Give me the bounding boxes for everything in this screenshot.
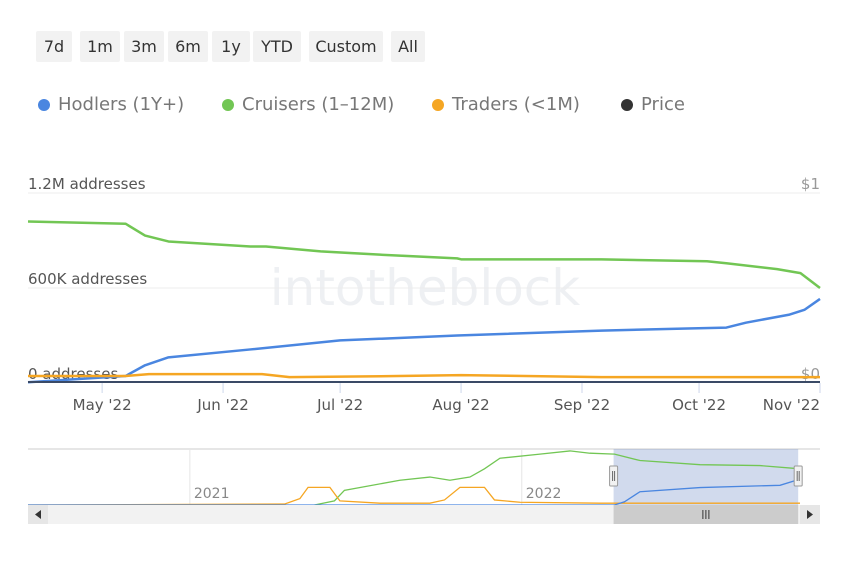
legend-item-hodlers[interactable]: Hodlers (1Y+) <box>38 94 184 115</box>
legend-item-traders[interactable]: Traders (<1M) <box>432 94 580 115</box>
range-3m-button[interactable]: 3m <box>124 31 164 62</box>
range-6m-button[interactable]: 6m <box>168 31 208 62</box>
y-right-tick-label: $1 <box>801 175 820 193</box>
range-1y-button[interactable]: 1y <box>212 31 250 62</box>
navigator-series-line <box>314 450 801 506</box>
legend-marker-icon <box>621 98 633 111</box>
range-custom-button[interactable]: Custom <box>309 31 383 62</box>
arrow-left-icon <box>35 510 41 519</box>
range-1m-button[interactable]: 1m <box>80 31 120 62</box>
x-tick-label: Oct '22 <box>672 396 726 414</box>
navigator-selection[interactable] <box>613 449 799 505</box>
navigator-series-line <box>27 486 800 506</box>
legend-item-price[interactable]: Price <box>621 94 685 115</box>
legend-label: Traders (<1M) <box>452 94 580 115</box>
x-tick-label: Sep '22 <box>554 396 610 414</box>
legend-marker-icon <box>432 98 444 111</box>
range-ytd-button[interactable]: YTD <box>253 31 301 62</box>
series-line-traders[interactable] <box>28 372 820 379</box>
x-tick-label: Nov '22 <box>763 396 820 414</box>
navigator-left-handle[interactable] <box>609 465 619 487</box>
legend-label: Hodlers (1Y+) <box>58 94 185 115</box>
legend-marker-icon <box>222 98 234 111</box>
x-tick-label: May '22 <box>73 396 132 414</box>
x-tick-label: Aug '22 <box>432 396 489 414</box>
series-line-hodlers[interactable] <box>27 297 821 384</box>
series-line-cruisers[interactable] <box>27 220 821 289</box>
x-tick-label: Jun '22 <box>196 396 248 414</box>
navigator-right-handle[interactable] <box>793 465 803 487</box>
x-tick-label: Jul '22 <box>316 396 363 414</box>
range-all-button[interactable]: All <box>391 31 425 62</box>
legend-label: Price <box>641 94 685 115</box>
legend-item-cruisers[interactable]: Cruisers (1–12M) <box>222 94 394 115</box>
y-tick-label: 600K addresses <box>28 270 147 288</box>
range-7d-button[interactable]: 7d <box>36 31 72 62</box>
y-tick-label: 1.2M addresses <box>28 175 146 193</box>
legend-label: Cruisers (1–12M) <box>242 94 395 115</box>
navigator-tick-label: 2022 <box>526 486 562 502</box>
legend-marker-icon <box>38 98 50 111</box>
y-right-tick-label: $0 <box>801 365 820 383</box>
navigator-tick-label: 2021 <box>194 486 230 502</box>
navigator[interactable]: 2021 2022 <box>27 448 820 524</box>
arrow-right-icon <box>807 510 813 519</box>
